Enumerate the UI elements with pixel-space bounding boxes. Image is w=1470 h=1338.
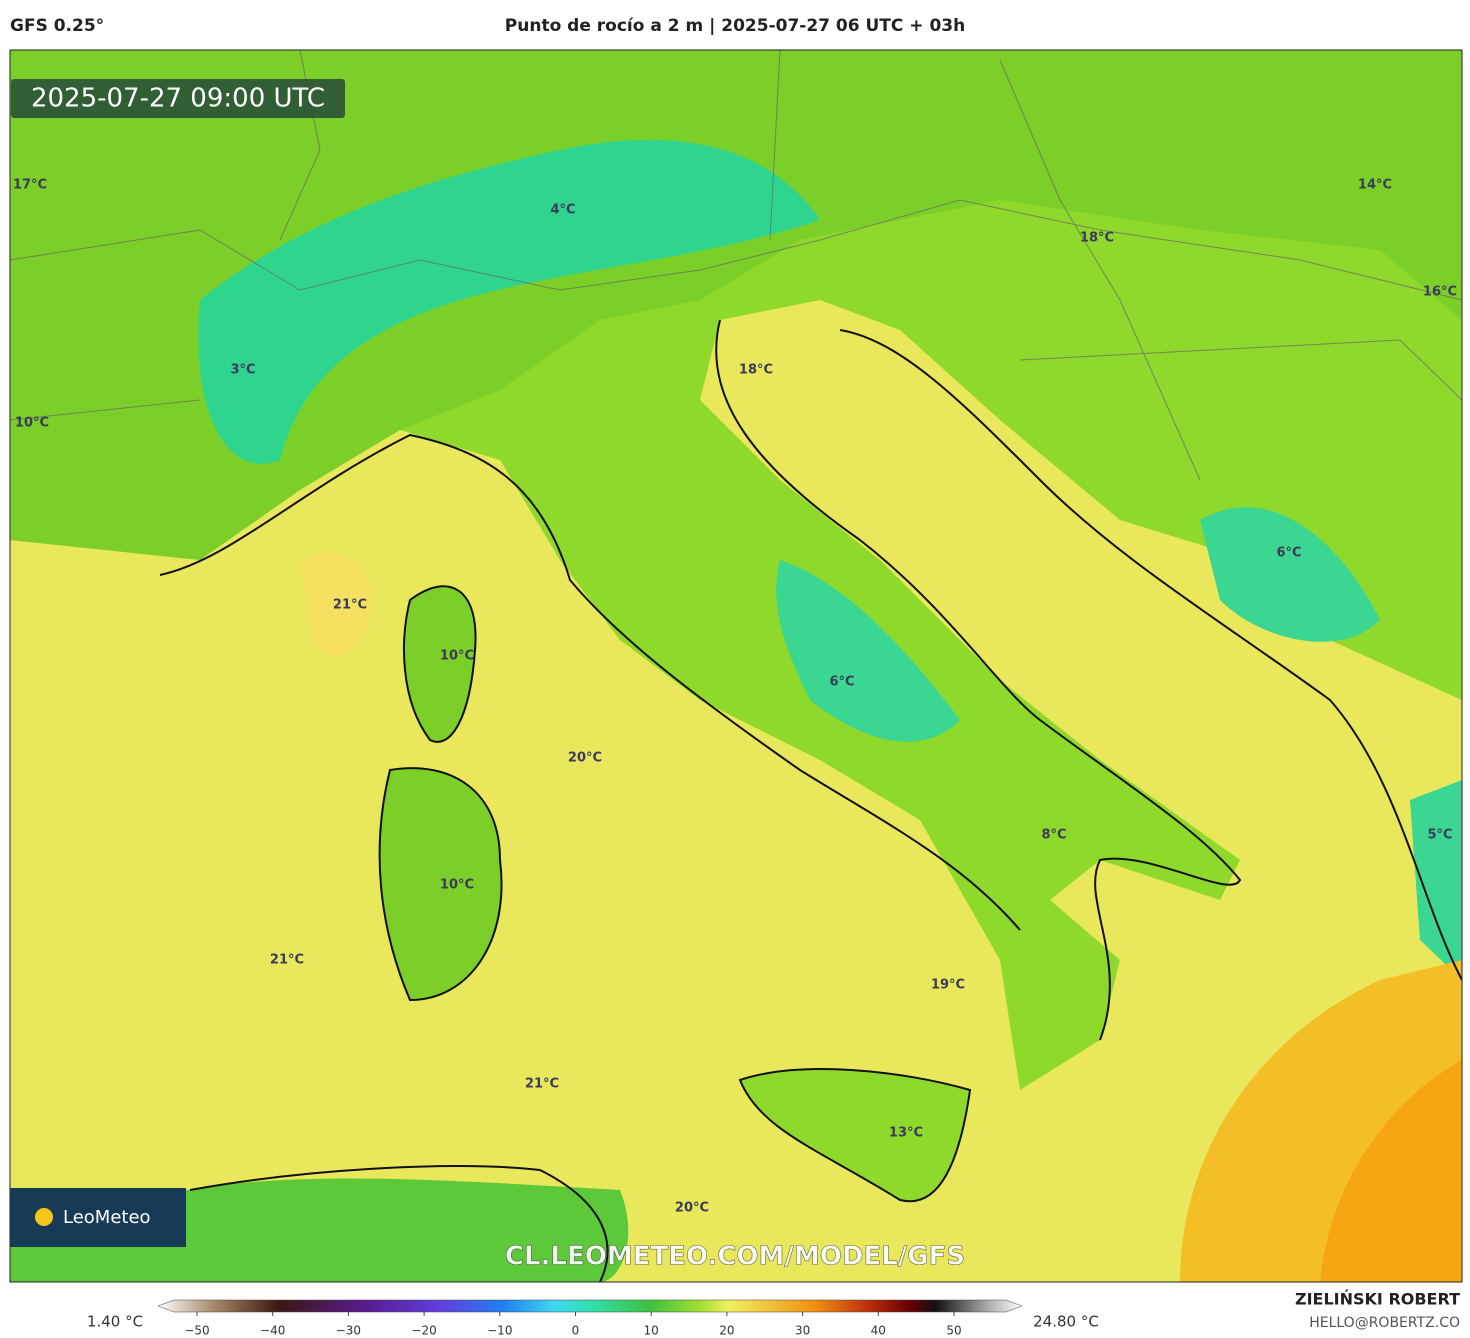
map-labels: 17°C 4°C 14°C 18°C 16°C 3°C 18°C 10°C 6°C 21°C 10°… — [13, 178, 1457, 1216]
map-label: 8°C — [1041, 828, 1066, 843]
colorbar-tick-label: 10 — [644, 1324, 659, 1338]
colorbar-tick-label: −50 — [184, 1324, 209, 1338]
title: Punto de rocío a 2 m | 2025-07-27 06 UTC… — [505, 16, 965, 36]
map-label: 18°C — [739, 363, 773, 378]
contact: HELLO@ROBERTZ.CO — [1309, 1315, 1460, 1331]
author: ZIELIŃSKI ROBERT — [1295, 1290, 1460, 1309]
colorbar-tick-label: −40 — [260, 1324, 285, 1338]
map-label: 16°C — [1423, 285, 1457, 300]
logo-sun — [35, 1208, 53, 1226]
colorbar-tick-label: 0 — [572, 1324, 580, 1338]
colorbar-tick-label: 40 — [871, 1324, 886, 1338]
colorbar-tick-label: −10 — [487, 1324, 512, 1338]
map-label: 17°C — [13, 178, 47, 193]
colorbar-tick-label: −30 — [336, 1324, 361, 1338]
map-label: 21°C — [270, 953, 304, 968]
map-label: 21°C — [333, 598, 367, 613]
colorbar-tick-label: 50 — [946, 1324, 961, 1338]
map-label: 10°C — [440, 878, 474, 893]
colorbar-tick-label: 30 — [795, 1324, 810, 1338]
map-label: 21°C — [525, 1077, 559, 1092]
colorbar-tick-label: 20 — [719, 1324, 734, 1338]
colorbar-min: 1.40 °C — [87, 1313, 143, 1331]
map-label: 3°C — [230, 363, 255, 378]
watermark: CL.LEOMETEO.COM/MODEL/GFS — [505, 1242, 965, 1272]
time-box — [11, 79, 345, 118]
map-label: 6°C — [829, 675, 854, 690]
model-name: GFS 0.25° — [10, 16, 104, 36]
map-label: 4°C — [550, 203, 575, 218]
colorbar-max: 24.80 °C — [1033, 1313, 1099, 1331]
map-label: 20°C — [675, 1201, 709, 1216]
map-label: 6°C — [1276, 546, 1301, 561]
valid-time: 2025-07-27 09:00 UTC — [31, 84, 325, 114]
map-label: 19°C — [931, 978, 965, 993]
map-label: 13°C — [889, 1126, 923, 1141]
map-label: 10°C — [15, 416, 49, 431]
colorbar-ticks: −50 −40 −30 −20 −10 0 10 20 30 40 50 — [184, 1312, 962, 1338]
map-frame — [9, 49, 1463, 1283]
logo: LeoMeteo — [63, 1207, 151, 1228]
map-label: 5°C — [1427, 828, 1452, 843]
map — [10, 50, 1462, 1282]
map-label: 20°C — [568, 751, 602, 766]
map-label: 10°C — [440, 649, 474, 664]
map-label: 14°C — [1358, 178, 1392, 193]
map-label: 18°C — [1080, 231, 1114, 246]
colorbar-tick-label: −20 — [411, 1324, 436, 1338]
colorbar — [157, 1299, 1023, 1313]
